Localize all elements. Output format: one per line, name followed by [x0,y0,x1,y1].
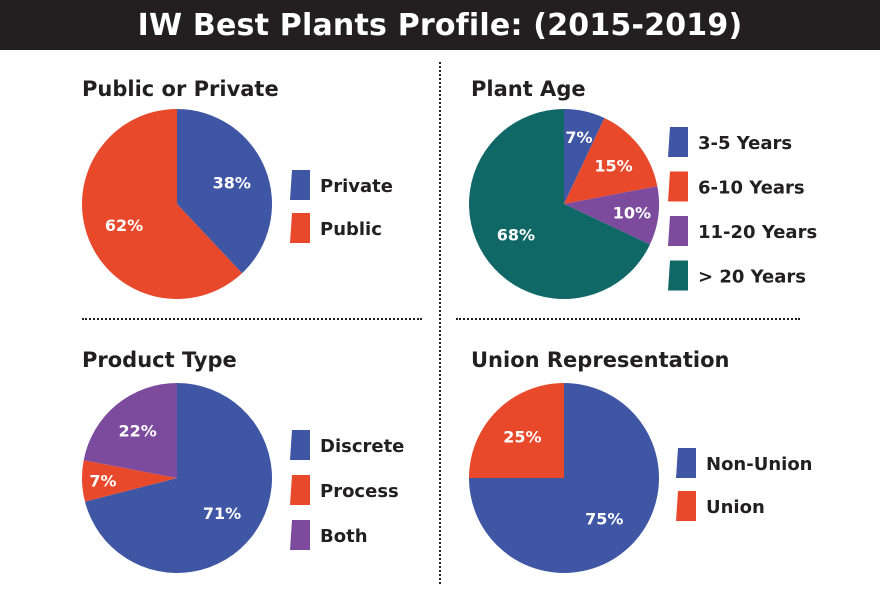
legend-label-plant-age-20-years: > 20 Years [698,267,806,288]
legend-swatch-plant-age-20-years [668,260,688,291]
panel-title-plant-age: Plant Age [471,77,586,101]
panel-title-product-type: Product Type [82,348,237,372]
legend-swatch-product-type-process [290,475,310,505]
chart-banner-title: IW Best Plants Profile: (2015-2019) [0,0,880,50]
slice-label-public-private-public: 62% [105,216,143,235]
pie-slice-product-type-process [81,460,177,502]
pie-slice-product-type-both [83,382,177,478]
legend-label-product-type-both: Both [320,526,368,547]
panel-title-public-private: Public or Private [82,77,279,101]
slice-label-plant-age-20-years: 68% [497,226,535,245]
horizontal-divider-left [82,318,422,320]
pie-slice-public-private-private [177,109,272,274]
slice-label-union-non-union: 75% [585,509,623,528]
slice-label-product-type-discrete: 71% [203,504,241,523]
slice-label-plant-age-6-10-years: 15% [594,157,632,176]
legend-label-union-non-union: Non-Union [706,454,813,475]
slice-label-plant-age-3-5-years: 7% [565,128,592,147]
legend-label-product-type-discrete: Discrete [320,436,404,457]
slice-label-product-type-both: 22% [118,421,156,440]
legend-label-public-private-private: Private [320,176,393,197]
pie-slice-union-union [469,383,564,478]
pie-slice-plant-age-3-5-years [564,109,605,204]
slice-label-union-union: 25% [503,427,541,446]
pie-slice-product-type-discrete [84,383,272,573]
legend-swatch-union-non-union [676,448,696,478]
legend-label-plant-age-11-20-years: 11-20 Years [698,222,817,243]
pie-slice-plant-age-6-10-years [564,118,658,204]
legend-label-public-private-public: Public [320,219,382,240]
legend-label-product-type-process: Process [320,481,399,502]
legend-swatch-public-private-private [290,170,310,200]
legend-swatch-union-union [676,491,696,521]
slice-label-public-private-private: 38% [213,173,251,192]
legend-label-union-union: Union [706,497,765,518]
legend-swatch-plant-age-3-5-years [668,127,688,157]
panel-title-union-representation: Union Representation [471,348,730,372]
legend-swatch-plant-age-6-10-years [668,171,688,202]
legend-swatch-product-type-both [290,520,310,550]
legend-label-plant-age-3-5-years: 3-5 Years [698,133,792,154]
legend-label-plant-age-6-10-years: 6-10 Years [698,178,805,199]
slice-label-plant-age-11-20-years: 10% [613,204,651,223]
pie-slice-plant-age-11-20-years [564,186,660,245]
pie-slice-plant-age-20-years [469,109,650,300]
legend-swatch-product-type-discrete [290,430,310,460]
pie-slice-public-private-public [81,109,243,299]
horizontal-divider-right [456,318,800,320]
legend-swatch-plant-age-11-20-years [668,216,688,246]
slice-label-product-type-process: 7% [89,471,116,490]
legend-swatch-public-private-public [290,213,310,243]
vertical-divider [439,62,441,584]
